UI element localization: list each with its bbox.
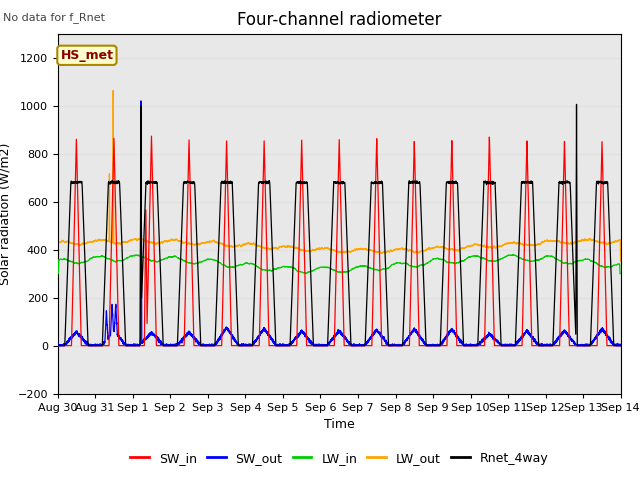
LW_out bbox=[481, 243, 489, 249]
SW_in bbox=[593, 342, 601, 348]
Line: SW_in: SW_in bbox=[58, 136, 621, 346]
Y-axis label: Solar radiation (W/m2): Solar radiation (W/m2) bbox=[0, 143, 12, 285]
SW_in bbox=[481, 312, 489, 318]
Line: SW_out: SW_out bbox=[58, 101, 621, 346]
LW_in bbox=[617, 271, 625, 276]
SW_out bbox=[54, 343, 61, 348]
Text: No data for f_Rnet: No data for f_Rnet bbox=[3, 12, 105, 23]
Text: HS_met: HS_met bbox=[60, 49, 113, 62]
LW_out bbox=[593, 239, 601, 244]
Line: Rnet_4way: Rnet_4way bbox=[58, 104, 621, 346]
SW_in bbox=[54, 343, 61, 348]
LW_in bbox=[481, 256, 489, 262]
SW_out bbox=[245, 342, 253, 348]
LW_out bbox=[321, 246, 328, 252]
LW_in bbox=[593, 261, 601, 266]
SW_out bbox=[137, 98, 145, 104]
SW_in bbox=[321, 343, 328, 348]
SW_in bbox=[245, 343, 253, 348]
Rnet_4way bbox=[320, 343, 328, 348]
X-axis label: Time: Time bbox=[324, 418, 355, 431]
LW_out bbox=[109, 88, 117, 94]
LW_in bbox=[320, 264, 328, 270]
LW_in bbox=[465, 254, 473, 260]
SW_in bbox=[148, 133, 156, 139]
Rnet_4way bbox=[573, 101, 580, 107]
Title: Four-channel radiometer: Four-channel radiometer bbox=[237, 11, 442, 29]
LW_out bbox=[465, 244, 473, 250]
Rnet_4way bbox=[245, 343, 253, 348]
Line: LW_out: LW_out bbox=[58, 91, 621, 262]
SW_out bbox=[481, 335, 489, 340]
SW_out bbox=[593, 332, 601, 338]
Line: LW_in: LW_in bbox=[58, 255, 621, 274]
SW_out bbox=[617, 343, 625, 348]
LW_out bbox=[586, 236, 594, 241]
SW_in bbox=[617, 343, 625, 348]
LW_in bbox=[54, 271, 61, 276]
SW_out bbox=[465, 343, 473, 348]
LW_out bbox=[617, 259, 625, 264]
Rnet_4way bbox=[586, 343, 594, 348]
Rnet_4way bbox=[481, 180, 489, 186]
Legend: SW_in, SW_out, LW_in, LW_out, Rnet_4way: SW_in, SW_out, LW_in, LW_out, Rnet_4way bbox=[125, 447, 554, 469]
LW_out bbox=[54, 259, 61, 264]
SW_out bbox=[586, 342, 594, 348]
LW_in bbox=[586, 258, 594, 264]
Rnet_4way bbox=[593, 180, 601, 185]
SW_out bbox=[321, 343, 328, 348]
LW_out bbox=[245, 240, 253, 246]
SW_out bbox=[54, 342, 61, 348]
Rnet_4way bbox=[617, 343, 625, 348]
Rnet_4way bbox=[54, 343, 61, 348]
LW_in bbox=[508, 252, 516, 258]
Rnet_4way bbox=[465, 343, 473, 348]
LW_in bbox=[245, 261, 253, 266]
SW_in bbox=[465, 343, 473, 348]
SW_in bbox=[586, 343, 594, 348]
